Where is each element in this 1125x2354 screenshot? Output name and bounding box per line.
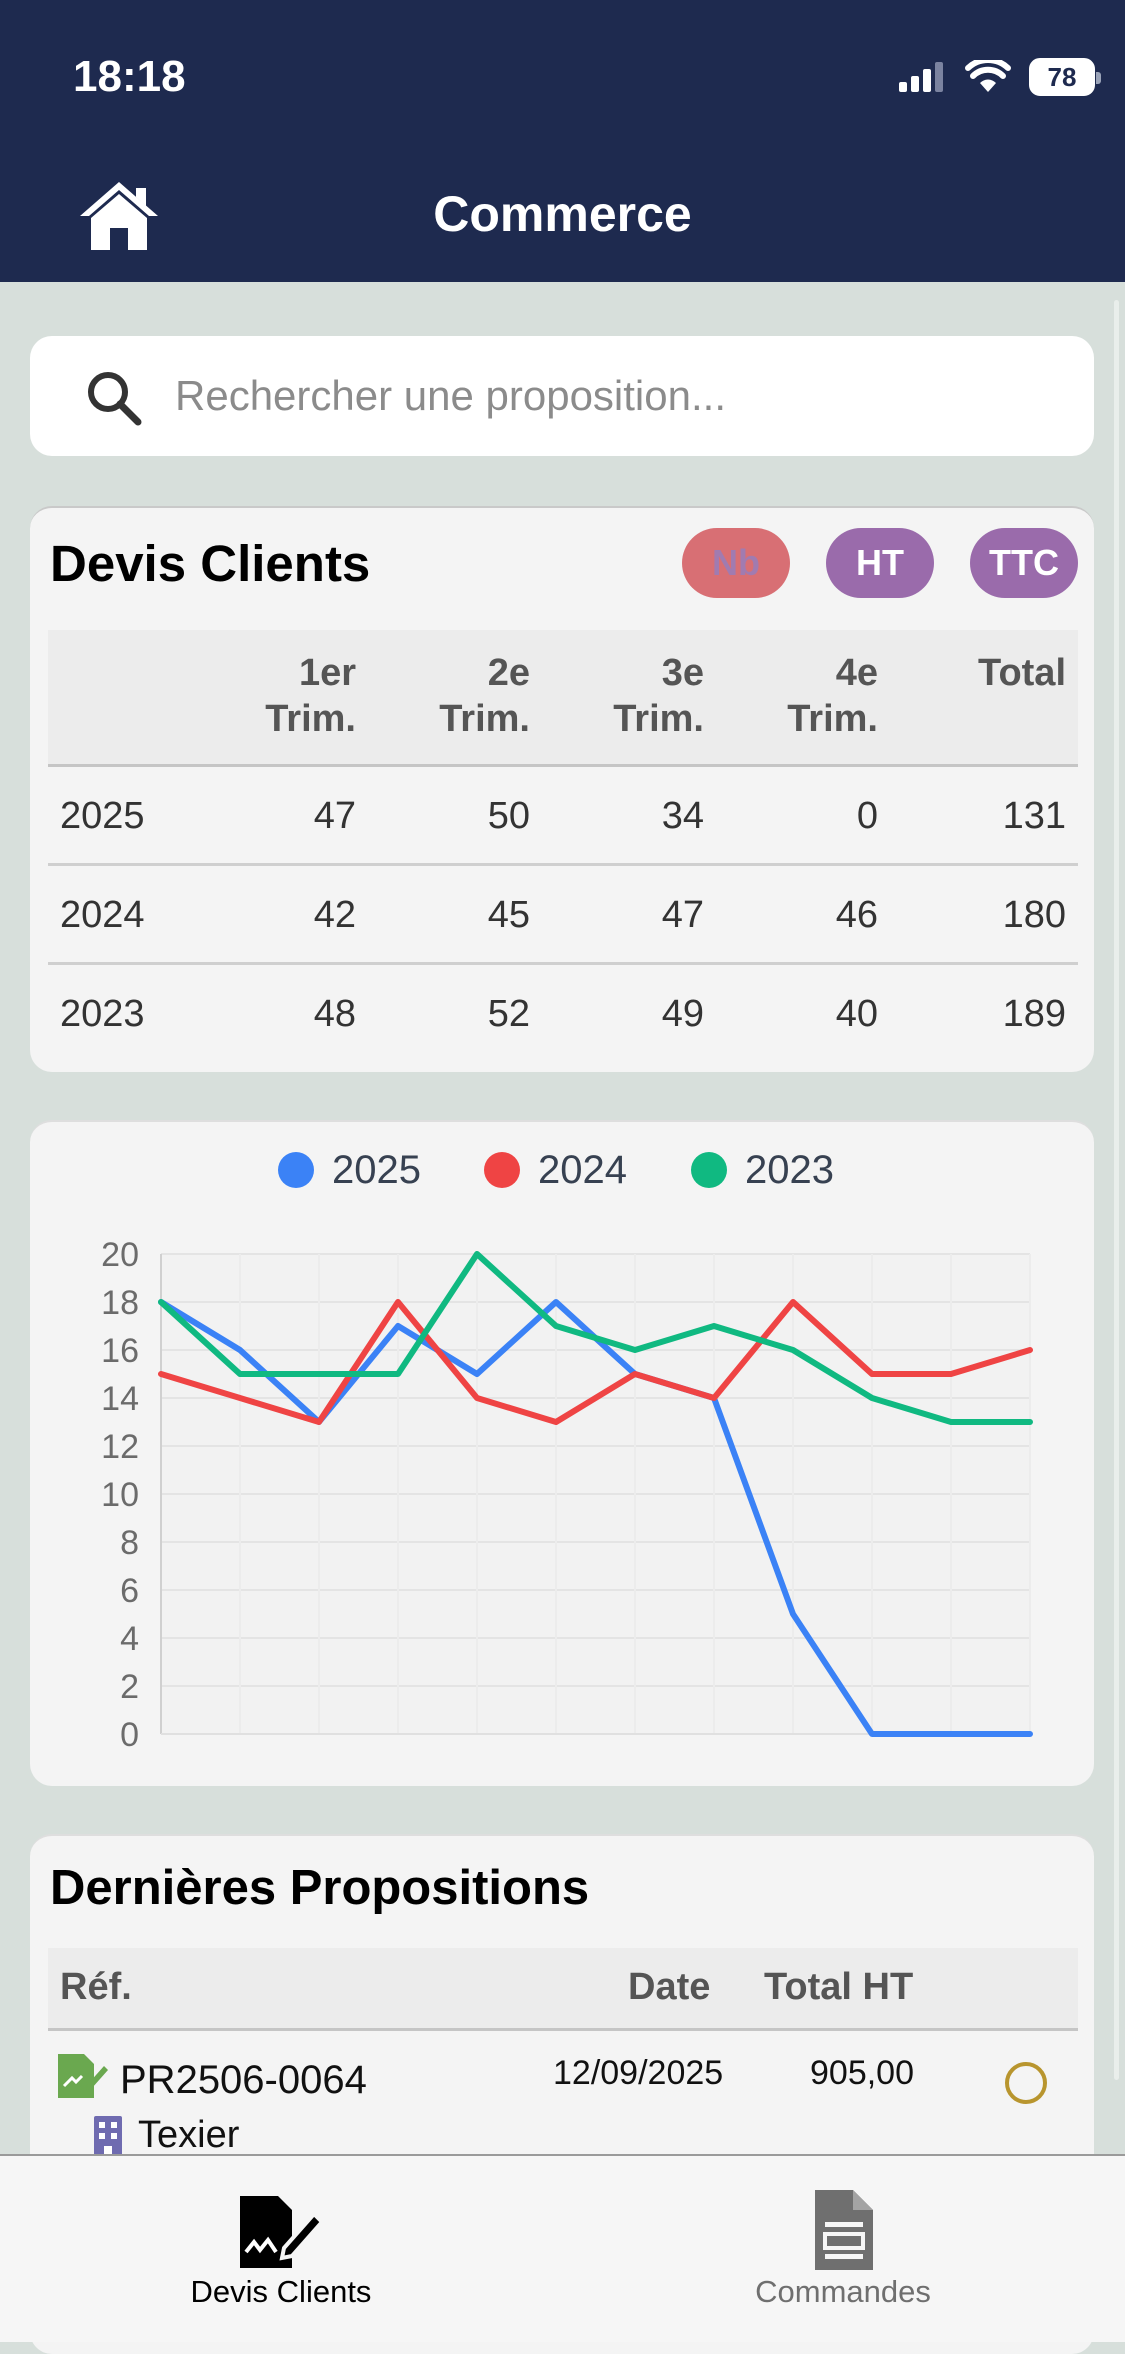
line-chart: 0 2 4 6 8 10 12 14 16 18 20 2025 2024 2023	[101, 1148, 1033, 1754]
cell: 40	[835, 993, 878, 1035]
battery-icon: 78	[1029, 58, 1101, 96]
table-row: 2024 42 45 47 46 180	[48, 866, 1078, 965]
toggle-ht-button[interactable]: HT	[826, 528, 934, 598]
table-row: 2023 48 52 49 40 189	[48, 965, 1078, 1061]
wifi-icon	[965, 60, 1011, 92]
legend-marker	[278, 1152, 314, 1188]
y-tick-label: 2	[120, 1668, 139, 1706]
cell: 50	[487, 795, 530, 837]
series-line-2024	[158, 1299, 1033, 1425]
cell-total: 131	[1002, 795, 1066, 837]
cell: 45	[487, 894, 530, 936]
y-tick-label: 8	[120, 1524, 139, 1562]
cell: 42	[313, 894, 356, 936]
proposal-document-icon	[58, 2054, 108, 2098]
cell: 48	[313, 993, 356, 1035]
legend-marker	[484, 1152, 520, 1188]
status-circle-icon	[1005, 2062, 1047, 2104]
cell: 47	[313, 795, 356, 837]
cell: 46	[835, 894, 878, 936]
tab-devis-clients[interactable]: Devis Clients	[0, 2156, 562, 2342]
tab-commandes[interactable]: Commandes	[562, 2156, 1124, 2342]
col-q3: 3e Trim.	[613, 652, 704, 740]
cell-total: 189	[1002, 993, 1066, 1035]
scrollbar[interactable]	[1114, 300, 1119, 2080]
proposition-date: 12/09/2025	[553, 2054, 724, 2092]
proposition-row[interactable]: PR2506-0064 Texier 12/09/2025 905,00	[48, 2036, 1078, 2156]
legend-marker	[691, 1152, 727, 1188]
cell-year: 2024	[60, 894, 145, 936]
devis-title: Devis Clients	[50, 535, 371, 592]
col-total: Total	[978, 652, 1066, 694]
cell-total: 180	[1002, 894, 1066, 936]
status-time: 18:18	[73, 52, 186, 101]
y-tick-label: 0	[120, 1716, 139, 1754]
table-header: 1er Trim. 2e Trim. 3e Trim. 4e Trim. Tot…	[48, 630, 1078, 767]
company-building-icon	[94, 2116, 122, 2156]
legend-label: 2023	[745, 1148, 834, 1192]
y-tick-label: 14	[101, 1380, 139, 1418]
status-icons: 78	[899, 58, 1101, 96]
col-total-ht: Total HT	[764, 1966, 914, 2008]
cell: 34	[661, 795, 704, 837]
y-tick-label: 6	[120, 1572, 139, 1610]
y-tick-label: 12	[101, 1428, 139, 1466]
chart-card: 0 2 4 6 8 10 12 14 16 18 20 2025 2024 2023	[30, 1120, 1094, 1786]
legend-label: 2024	[538, 1148, 627, 1192]
toggle-nb-button[interactable]: Nb	[682, 528, 790, 598]
series-line-2023	[158, 1251, 1033, 1425]
home-icon[interactable]	[76, 178, 162, 254]
page-title: Commerce	[433, 186, 692, 242]
col-q2: 2e Trim.	[439, 652, 530, 740]
cell: 52	[487, 993, 530, 1035]
col-q4: 4e Trim.	[787, 652, 878, 740]
col-q1: 1er Trim.	[265, 652, 356, 740]
cell: 47	[661, 894, 704, 936]
y-tick-label: 10	[101, 1476, 139, 1514]
signed-document-icon	[240, 2196, 324, 2268]
y-tick-label: 16	[101, 1332, 139, 1370]
propositions-table-header: Réf. Date Total HT	[48, 1948, 1078, 2031]
proposition-total: 905,00	[810, 2054, 914, 2092]
order-document-icon	[815, 2190, 873, 2270]
devis-summary-card: Devis Clients Nb HT TTC 1er Trim. 2e Tri…	[30, 506, 1094, 1072]
bottom-tab-bar: Devis Clients Commandes	[0, 2154, 1125, 2342]
cell: 0	[856, 795, 878, 837]
cell-year: 2023	[60, 993, 145, 1035]
app-header: 18:18 78 Commerce	[0, 0, 1125, 282]
cell-year: 2025	[60, 795, 145, 837]
toggle-ttc-button[interactable]: TTC	[970, 528, 1078, 598]
propositions-title: Dernières Propositions	[50, 1861, 590, 1915]
search-input[interactable]: Rechercher une proposition...	[30, 336, 1094, 456]
tab-label: Devis Clients	[190, 2274, 372, 2309]
legend-label: 2025	[332, 1148, 421, 1192]
tab-label: Commandes	[755, 2274, 931, 2309]
cell: 49	[661, 993, 704, 1035]
col-ref: Réf.	[60, 1966, 132, 2008]
y-tick-label: 18	[101, 1284, 139, 1322]
y-tick-label: 4	[120, 1620, 139, 1658]
proposition-ref[interactable]: PR2506-0064	[120, 2058, 367, 2102]
search-icon	[88, 372, 142, 426]
col-date: Date	[628, 1966, 711, 2008]
table-row: 2025 47 50 34 0 131	[48, 767, 1078, 866]
proposition-thirdparty[interactable]: Texier	[138, 2114, 240, 2156]
cellular-signal-icon	[899, 62, 943, 92]
search-placeholder: Rechercher une proposition...	[175, 372, 726, 419]
y-tick-label: 20	[101, 1236, 139, 1274]
